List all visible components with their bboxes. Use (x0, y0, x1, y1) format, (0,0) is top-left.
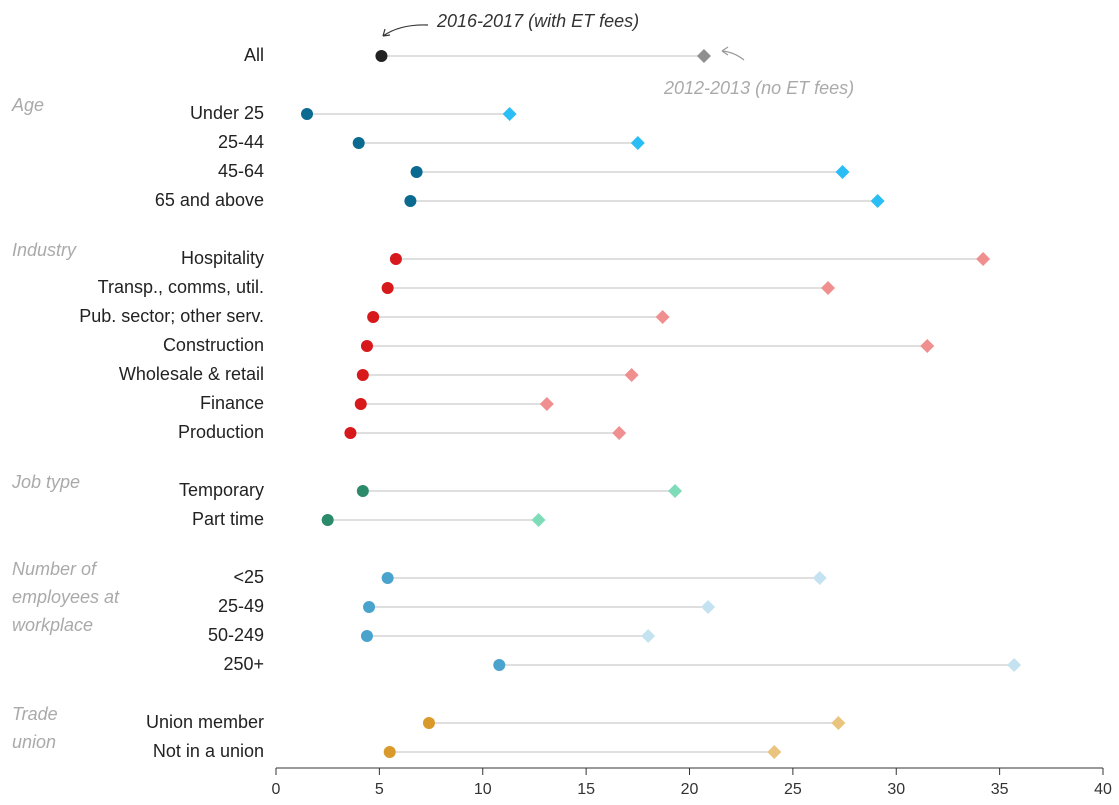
category-label: 45-64 (218, 161, 264, 181)
category-label: Transp., comms, util. (98, 277, 264, 297)
dot-2016 (375, 50, 388, 62)
category-label: 250+ (223, 654, 264, 674)
diamond-2012 (701, 600, 716, 614)
category-label: Under 25 (190, 103, 264, 123)
group-label: Age (11, 95, 44, 115)
group-label: Trade (12, 704, 58, 724)
diamond-2012 (976, 252, 991, 266)
category-label: 65 and above (155, 190, 264, 210)
category-label: Construction (163, 335, 264, 355)
annotation-arrow (721, 50, 745, 61)
diamond-2012 (812, 571, 827, 585)
dot-2016 (356, 369, 369, 381)
x-tick-label: 5 (375, 781, 384, 798)
diamond-2012 (870, 194, 885, 208)
dot-2016 (352, 137, 365, 149)
dot-2016 (360, 340, 373, 352)
dot-2016 (354, 398, 367, 410)
category-label: <25 (233, 567, 264, 587)
x-tick-label: 10 (474, 781, 492, 798)
x-tick-label: 25 (784, 781, 802, 798)
category-label: Production (178, 422, 264, 442)
group-label: Industry (12, 240, 77, 260)
group-label: Job type (11, 472, 80, 492)
x-tick-label: 0 (272, 781, 281, 798)
diamond-2012 (624, 368, 639, 382)
dot-2016 (493, 659, 506, 671)
annotation-arrow (382, 24, 429, 37)
dot-2016 (383, 746, 396, 758)
diamond-2012 (831, 716, 846, 730)
dot-2016 (422, 717, 435, 729)
dot-2016 (356, 485, 369, 497)
dot-2016 (381, 282, 394, 294)
group-label: workplace (12, 615, 93, 635)
category-label: 50-249 (208, 625, 264, 645)
diamond-2012 (641, 629, 656, 643)
dot-2016 (344, 427, 357, 439)
x-tick-label: 40 (1094, 781, 1112, 798)
dot-2016 (404, 195, 417, 207)
x-tick-label: 20 (681, 781, 699, 798)
category-label: Part time (192, 509, 264, 529)
diamond-2012 (630, 136, 645, 150)
diamond-2012 (539, 397, 554, 411)
category-label: Pub. sector; other serv. (79, 306, 264, 326)
dot-2016 (363, 601, 376, 613)
category-label: Not in a union (153, 741, 264, 761)
annotation: 2016-2017 (with ET fees) (436, 11, 639, 31)
group-label: union (12, 732, 56, 752)
dot-2016 (321, 514, 334, 526)
category-label: 25-49 (218, 596, 264, 616)
category-label: Wholesale & retail (119, 364, 264, 384)
diamond-2012 (835, 165, 850, 179)
diamond-2012 (1007, 658, 1022, 672)
diamond-2012 (655, 310, 670, 324)
x-tick-label: 30 (887, 781, 905, 798)
x-tick-label: 35 (991, 781, 1009, 798)
category-label: All (244, 45, 264, 65)
diamond-2012 (767, 745, 782, 759)
group-label: Number of (12, 559, 98, 579)
dot-2016 (367, 311, 380, 323)
category-label: Temporary (179, 480, 264, 500)
category-label: Union member (146, 712, 264, 732)
diamond-2012 (502, 107, 517, 121)
annotation-arrow (721, 46, 729, 56)
annotation: 2012-2013 (no ET fees) (663, 78, 854, 98)
group-label: employees at (12, 587, 120, 607)
category-label: 25-44 (218, 132, 264, 152)
dot-2016 (389, 253, 402, 265)
diamond-2012 (668, 484, 683, 498)
diamond-2012 (612, 426, 627, 440)
dot-2016 (301, 108, 314, 120)
diamond-2012 (531, 513, 546, 527)
dot-2016 (360, 630, 373, 642)
diamond-2012 (821, 281, 836, 295)
annotation-arrow (382, 28, 391, 37)
diamond-2012 (696, 49, 711, 63)
category-label: Hospitality (181, 248, 264, 268)
x-tick-label: 15 (577, 781, 595, 798)
dot-2016 (381, 572, 394, 584)
dot-2016 (410, 166, 423, 178)
diamond-2012 (920, 339, 935, 353)
category-label: Finance (200, 393, 264, 413)
